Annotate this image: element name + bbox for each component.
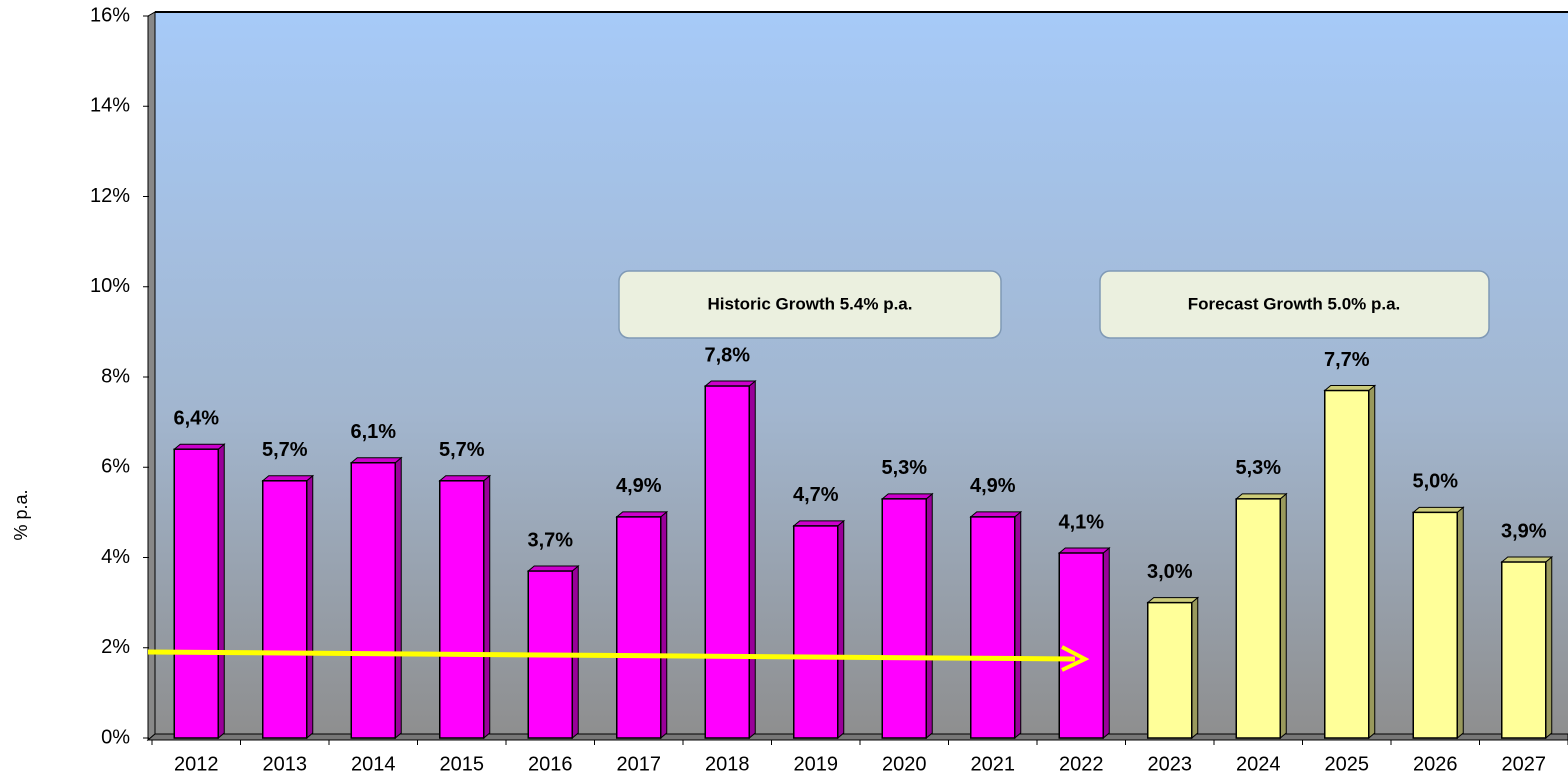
bar (1058, 552, 1104, 739)
bar (793, 525, 839, 739)
x-tick-label: 2018 (705, 753, 750, 775)
bar-top (792, 520, 846, 527)
bar (881, 498, 927, 739)
x-tick-label: 2016 (528, 753, 573, 775)
bar-side (1545, 555, 1553, 740)
value-label: 3,7% (527, 529, 573, 551)
x-tick-label: 2027 (1502, 753, 1547, 775)
value-label: 7,8% (704, 344, 750, 366)
annotation-box (1099, 270, 1490, 339)
annotation: Historic Growth 5.4% p.a. (708, 294, 913, 313)
bar-side (660, 510, 668, 740)
bar (1147, 601, 1193, 739)
y-axis-label: % p.a. (11, 489, 31, 540)
bar-top (349, 457, 403, 464)
value-label: 4,9% (616, 475, 662, 497)
bar-top (703, 380, 757, 387)
value-label: 4,1% (1058, 511, 1104, 533)
bar (173, 448, 219, 739)
x-tick-label: 2023 (1148, 753, 1193, 775)
bar-top (1500, 556, 1554, 563)
value-label: 3,9% (1501, 520, 1547, 542)
y-tick-label: 0% (101, 726, 130, 748)
bar-side (1368, 384, 1376, 740)
x-tick-label: 2012 (174, 753, 219, 775)
value-label: 7,7% (1324, 349, 1370, 371)
bar-side (925, 492, 933, 740)
trend-arrow-head (1061, 645, 1090, 672)
x-tick-label: 2026 (1413, 753, 1458, 775)
value-label: 5,7% (439, 439, 485, 461)
bar-top (969, 511, 1023, 518)
bar (1235, 498, 1281, 739)
floor (146, 733, 1568, 741)
value-label: 5,3% (1235, 457, 1281, 479)
x-tick-label: 2014 (351, 753, 396, 775)
bar-side (748, 379, 756, 740)
value-label: 5,3% (881, 457, 927, 479)
value-label: 5,0% (1412, 471, 1458, 493)
bar (616, 516, 662, 739)
annotation-box (618, 270, 1002, 339)
bar (1412, 511, 1458, 739)
trend-arrow (147, 649, 1076, 662)
y-tick-label: 6% (101, 456, 130, 478)
bar-side (306, 474, 314, 740)
value-label: 5,7% (262, 439, 308, 461)
annotation: Forecast Growth 5.0% p.a. (1188, 294, 1401, 313)
y-tick-label: 10% (90, 275, 130, 297)
bar-side (837, 519, 845, 740)
bar-side (571, 564, 579, 740)
bar (439, 480, 485, 739)
bar-side (1191, 596, 1199, 740)
value-label: 6,1% (350, 421, 396, 443)
bar-side (1279, 492, 1287, 740)
value-label: 4,7% (793, 484, 839, 506)
bar-side (1014, 510, 1022, 740)
y-tick-label: 16% (90, 4, 130, 26)
bar (704, 385, 750, 739)
y-tick-label: 14% (90, 95, 130, 117)
x-tick-label: 2022 (1059, 753, 1104, 775)
value-label: 3,0% (1147, 561, 1193, 583)
y-tick-label: 4% (101, 546, 130, 568)
x-tick-label: 2013 (263, 753, 308, 775)
bar-side (1102, 546, 1110, 740)
value-label: 6,4% (173, 407, 219, 429)
x-tick-label: 2025 (1325, 753, 1370, 775)
bar-top (615, 511, 669, 518)
bar-side (483, 474, 491, 740)
bar (1501, 561, 1547, 739)
left-wall (147, 11, 156, 742)
bar-side (217, 443, 225, 740)
bar-side (394, 456, 402, 740)
x-tick-label: 2017 (617, 753, 662, 775)
x-tick-label: 2020 (882, 753, 927, 775)
y-tick-label: 8% (101, 365, 130, 387)
bar-top (526, 565, 580, 572)
y-tick-label: 12% (90, 185, 130, 207)
bar (350, 461, 396, 739)
y-tick-label: 2% (101, 636, 130, 658)
bar-top (1234, 493, 1288, 500)
x-tick-label: 2019 (794, 753, 839, 775)
bar (970, 516, 1016, 739)
x-tick-label: 2021 (971, 753, 1016, 775)
bars (172, 379, 1554, 740)
bar (1324, 389, 1370, 739)
x-tick-label: 2024 (1236, 753, 1281, 775)
x-tick-label: 2015 (440, 753, 485, 775)
value-label: 4,9% (970, 475, 1016, 497)
bar-side (1456, 506, 1464, 740)
bar (262, 480, 308, 739)
bar-top (880, 493, 934, 500)
